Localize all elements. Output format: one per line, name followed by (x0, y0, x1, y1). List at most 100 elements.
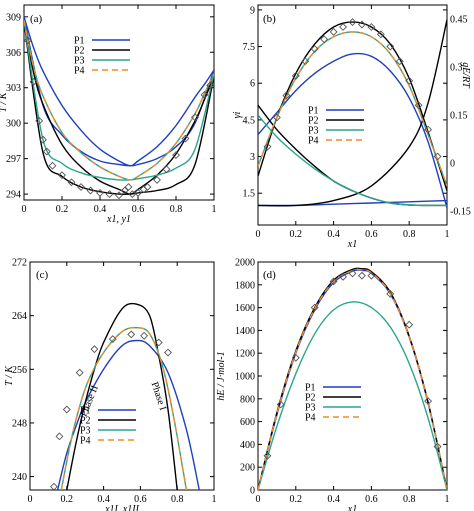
series-line-P2 (258, 21, 447, 192)
data-point-marker (58, 171, 66, 180)
y-tick-label: 1400 (235, 326, 255, 337)
data-point-marker (24, 36, 32, 45)
data-point-marker (329, 27, 338, 36)
data-point-marker (108, 335, 117, 344)
x-axis-label: x1 (347, 239, 357, 250)
data-point-marker (263, 451, 272, 460)
legend-label: P3 (74, 56, 85, 67)
y-tick-label: 1.5 (243, 189, 256, 200)
x-tick-label: 1 (212, 204, 217, 215)
data-point-marker (115, 191, 123, 200)
series-line-P2 (24, 21, 214, 195)
legend-label: P1 (308, 106, 319, 117)
x-tick-label: 0.8 (170, 204, 183, 215)
series-line-P3 (258, 301, 447, 490)
data-point-marker (424, 125, 433, 134)
data-point-marker (96, 188, 104, 197)
y-tick-label: 200 (240, 463, 255, 474)
data-point-marker (127, 330, 136, 339)
y-tick-label: 306 (6, 48, 21, 59)
data-point-marker (386, 289, 395, 298)
data-point-marker (86, 186, 95, 195)
data-point-marker (395, 57, 404, 66)
data-point-marker (42, 147, 51, 156)
x-tick-label: 1 (212, 494, 217, 505)
legend-label: P1 (74, 36, 85, 47)
data-point-marker (405, 76, 414, 85)
data-point-marker (120, 186, 129, 195)
data-point-marker (143, 183, 152, 191)
y-tick-label: 9 (250, 5, 255, 16)
x-tick-label: 0.8 (403, 494, 416, 505)
y-tick-label: 2000 (235, 258, 255, 269)
y-tick-label: 297 (6, 154, 21, 165)
data-point-marker (75, 368, 84, 377)
series-line-P2 (66, 302, 178, 490)
y-axis-label: T / K (4, 365, 15, 386)
y-axis-label-right: gE/RT (460, 62, 471, 89)
data-point-marker (67, 178, 76, 187)
series-line-P1 (24, 16, 214, 167)
data-point-marker (348, 18, 357, 27)
data-point-marker (140, 331, 149, 340)
series-line-P4 (258, 268, 447, 490)
data-point-marker (154, 338, 163, 347)
series-line-P3 (24, 20, 214, 181)
x-axis-label: x1 (347, 504, 357, 511)
data-point-marker (348, 269, 357, 278)
panel-tag: (a) (30, 13, 43, 25)
data-point-marker (367, 271, 376, 280)
series-group (24, 16, 214, 200)
x-tick-label: 0 (22, 204, 27, 215)
plot-frame (23, 4, 215, 201)
x-tick-label: 0.6 (365, 229, 378, 240)
y-tick-label: 800 (240, 394, 255, 405)
plot-frame (29, 261, 215, 491)
legend-label: P2 (305, 393, 316, 404)
data-point-marker (206, 81, 214, 90)
data-point-marker (424, 397, 433, 406)
data-point-marker (162, 165, 171, 174)
data-point-marker (49, 482, 58, 490)
y-right-tick-label: 0.45 (450, 15, 468, 26)
data-point-marker (358, 271, 366, 280)
chart-panel-d: 0 0.2 0.4 0.6 0.8 1 0 200 400 600 800 1000 1200 1400 1… (216, 258, 450, 511)
series-line-P3 (258, 114, 447, 207)
data-point-marker (320, 35, 329, 44)
data-point-marker (405, 320, 414, 329)
data-point-marker (386, 42, 395, 51)
data-point-marker (124, 183, 133, 191)
data-point-marker (367, 23, 376, 31)
data-point-marker (339, 272, 347, 281)
y-tick-label: 240 (12, 472, 27, 483)
data-point-marker (172, 151, 180, 160)
legend-label: P1 (305, 383, 316, 394)
series-line-P4 (60, 326, 188, 490)
x-tick-label: 0.4 (97, 494, 110, 505)
data-point-marker (35, 116, 44, 125)
plot-frame (257, 261, 448, 491)
data-point-marker (339, 23, 347, 31)
y-tick-label: 264 (12, 311, 27, 322)
x-tick-label: 0.8 (403, 229, 416, 240)
series-group (258, 267, 447, 490)
data-point-marker (310, 303, 319, 312)
y-tick-label: 1000 (235, 372, 255, 383)
legend-label: P3 (80, 426, 91, 437)
panel-tag: (c) (36, 269, 49, 281)
legend-label: P2 (74, 46, 85, 57)
y-tick-label: 1200 (235, 349, 255, 360)
legend-label: P4 (305, 413, 316, 424)
data-point-marker (48, 161, 57, 170)
data-point-marker (90, 345, 99, 354)
data-point-marker (291, 71, 300, 80)
chart-panel-c: 0 0.2 0.4 0.6 0.8 1 240 248 256 264 272 x1I, x1II T … (4, 258, 217, 511)
y-axis-label: hE / J·mol-1 (216, 351, 227, 400)
data-point-marker (55, 432, 64, 441)
y-tick-label: 294 (6, 190, 21, 201)
data-point-marker (376, 30, 385, 39)
x-tick-label: 0.2 (61, 494, 74, 505)
